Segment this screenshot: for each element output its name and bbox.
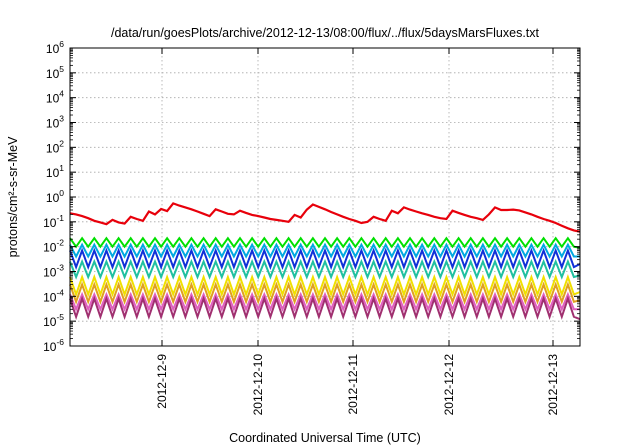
- series-line-1: [69, 202, 581, 233]
- x-axis-label: Coordinated Universal Time (UTC): [229, 431, 421, 445]
- y-tick-label: 103: [46, 114, 64, 131]
- series-line-6: [69, 273, 581, 298]
- y-tick-label: 104: [46, 89, 64, 106]
- series-line-5: [69, 258, 581, 280]
- chart-title: /data/run/goesPlots/archive/2012-12-13/0…: [111, 26, 540, 40]
- y-tick-label: 10-4: [43, 287, 64, 304]
- x-tick-label: 2012-12-9: [155, 354, 169, 409]
- series-line-2: [69, 236, 581, 249]
- y-tick-label: 10-6: [43, 337, 64, 354]
- x-tick-label: 2012-12-12: [442, 354, 456, 416]
- series-line-8: [69, 291, 580, 312]
- y-tick-label: 101: [46, 163, 64, 180]
- y-tick-label: 105: [46, 64, 64, 81]
- x-tick-label: 2012-12-13: [546, 354, 560, 416]
- x-axis-ticks: 2012-12-9 2012-12-10 2012-12-11 2012-12-12 2…: [155, 48, 560, 415]
- series-line-4: [69, 247, 581, 271]
- y-tick-label: 10-2: [43, 238, 64, 255]
- y-axis-ticks: 106 105 104 103 102 101 100 10-1 10-2 10-3 10-4 10-…: [43, 39, 580, 354]
- y-tick-label: 10-1: [43, 213, 64, 230]
- y-tick-label: 10-3: [43, 263, 64, 280]
- y-tick-label: 10-5: [43, 312, 64, 329]
- series-line-3: [69, 242, 580, 259]
- y-tick-label: 102: [46, 138, 64, 155]
- y-tick-label: 100: [46, 188, 64, 205]
- y-tick-label: 106: [46, 39, 64, 56]
- x-tick-label: 2012-12-10: [251, 354, 265, 416]
- series-lines: [69, 202, 581, 321]
- series-line-7: [69, 281, 581, 305]
- series-line-9: [69, 295, 581, 321]
- x-tick-label: 2012-12-11: [346, 354, 360, 415]
- y-axis-label: protons/cm²-s-sr-MeV: [6, 136, 20, 258]
